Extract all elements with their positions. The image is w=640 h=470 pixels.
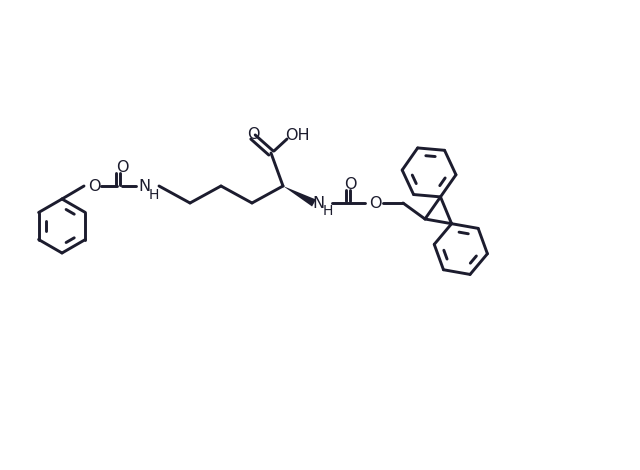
Text: N: N xyxy=(138,179,150,194)
Text: N: N xyxy=(312,196,324,211)
Text: O: O xyxy=(247,126,259,141)
Text: H: H xyxy=(323,204,333,218)
Polygon shape xyxy=(283,186,316,206)
Text: H: H xyxy=(149,188,159,202)
Text: OH: OH xyxy=(285,127,309,142)
Text: O: O xyxy=(88,179,100,194)
Text: O: O xyxy=(116,159,128,174)
Text: O: O xyxy=(369,196,381,211)
Text: O: O xyxy=(344,177,356,191)
